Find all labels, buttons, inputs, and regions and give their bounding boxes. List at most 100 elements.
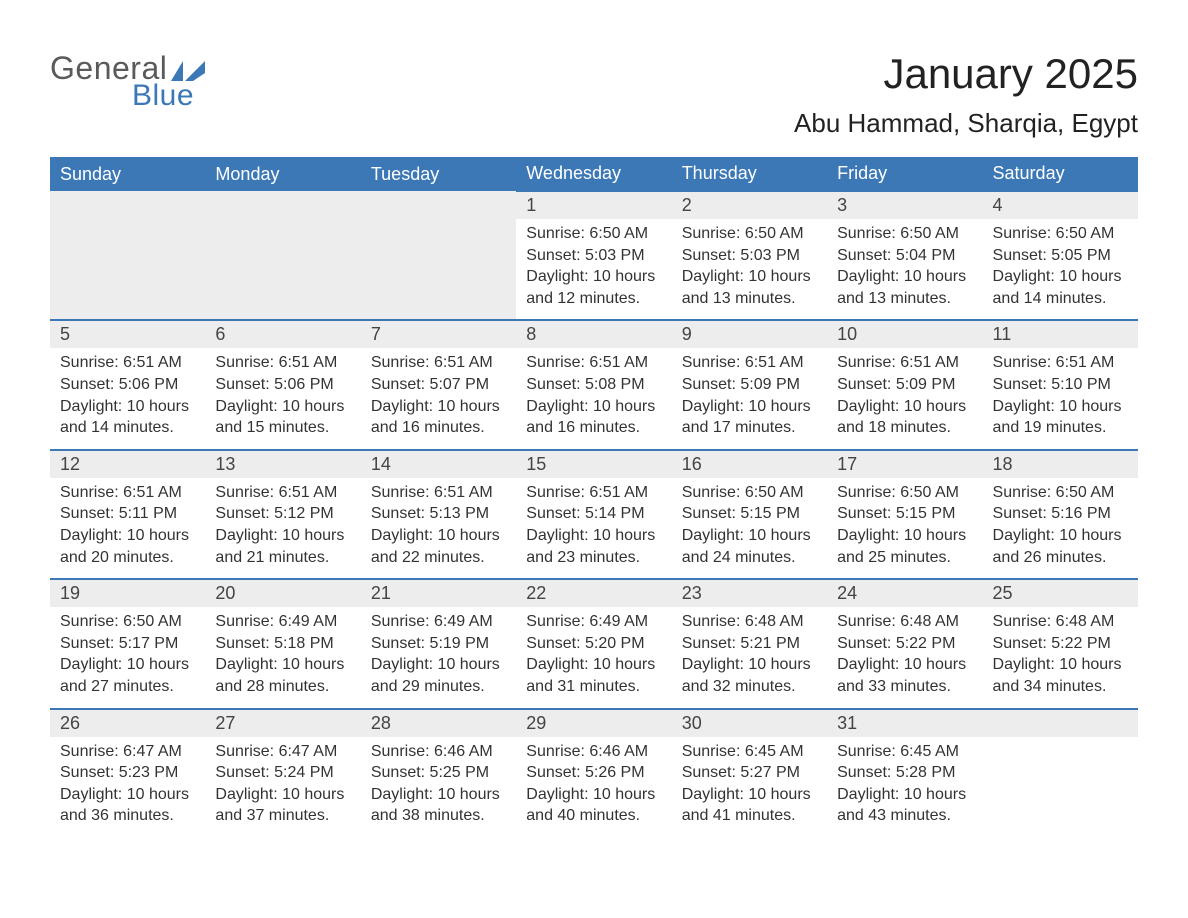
day-content: Sunrise: 6:50 AMSunset: 5:15 PMDaylight:… (827, 478, 982, 578)
calendar-day-cell (50, 191, 205, 320)
calendar-day-cell: 28Sunrise: 6:46 AMSunset: 5:25 PMDayligh… (361, 709, 516, 837)
daylight-line: Daylight: 10 hours and 13 minutes. (837, 266, 972, 309)
sunset-line: Sunset: 5:26 PM (526, 762, 661, 784)
sunset-line: Sunset: 5:15 PM (837, 503, 972, 525)
daylight-line: Daylight: 10 hours and 36 minutes. (60, 784, 195, 827)
location: Abu Hammad, Sharqia, Egypt (794, 108, 1138, 139)
daylight-line: Daylight: 10 hours and 14 minutes. (993, 266, 1128, 309)
day-content: Sunrise: 6:47 AMSunset: 5:24 PMDaylight:… (205, 737, 360, 837)
days-of-week-row: SundayMondayTuesdayWednesdayThursdayFrid… (50, 157, 1138, 191)
day-number: 20 (205, 580, 360, 607)
calendar-day-cell: 16Sunrise: 6:50 AMSunset: 5:15 PMDayligh… (672, 450, 827, 579)
day-content: Sunrise: 6:45 AMSunset: 5:28 PMDaylight:… (827, 737, 982, 837)
day-number: 7 (361, 321, 516, 348)
day-content: Sunrise: 6:49 AMSunset: 5:19 PMDaylight:… (361, 607, 516, 707)
sunrise-line: Sunrise: 6:51 AM (371, 352, 506, 374)
day-content: Sunrise: 6:47 AMSunset: 5:23 PMDaylight:… (50, 737, 205, 837)
sunset-line: Sunset: 5:22 PM (837, 633, 972, 655)
day-number: 29 (516, 710, 671, 737)
title-block: January 2025 Abu Hammad, Sharqia, Egypt (794, 50, 1138, 139)
day-number: 23 (672, 580, 827, 607)
daylight-line: Daylight: 10 hours and 21 minutes. (215, 525, 350, 568)
daylight-line: Daylight: 10 hours and 28 minutes. (215, 654, 350, 697)
day-of-week-header: Sunday (50, 157, 205, 191)
sunrise-line: Sunrise: 6:46 AM (371, 741, 506, 763)
sunrise-line: Sunrise: 6:51 AM (215, 482, 350, 504)
sunset-line: Sunset: 5:18 PM (215, 633, 350, 655)
day-number: 15 (516, 451, 671, 478)
day-number: 1 (516, 192, 671, 219)
sunset-line: Sunset: 5:28 PM (837, 762, 972, 784)
calendar-body: 1Sunrise: 6:50 AMSunset: 5:03 PMDaylight… (50, 191, 1138, 837)
calendar-day-cell: 27Sunrise: 6:47 AMSunset: 5:24 PMDayligh… (205, 709, 360, 837)
day-number: 6 (205, 321, 360, 348)
daylight-line: Daylight: 10 hours and 38 minutes. (371, 784, 506, 827)
day-number: 17 (827, 451, 982, 478)
day-number: 26 (50, 710, 205, 737)
calendar-day-cell (361, 191, 516, 320)
day-number (983, 710, 1138, 737)
sunrise-line: Sunrise: 6:50 AM (526, 223, 661, 245)
day-content: Sunrise: 6:51 AMSunset: 5:09 PMDaylight:… (827, 348, 982, 448)
daylight-line: Daylight: 10 hours and 40 minutes. (526, 784, 661, 827)
sunrise-line: Sunrise: 6:51 AM (837, 352, 972, 374)
sunrise-line: Sunrise: 6:45 AM (682, 741, 817, 763)
day-of-week-header: Saturday (983, 157, 1138, 191)
calendar-day-cell: 22Sunrise: 6:49 AMSunset: 5:20 PMDayligh… (516, 579, 671, 708)
calendar-day-cell: 11Sunrise: 6:51 AMSunset: 5:10 PMDayligh… (983, 320, 1138, 449)
calendar-day-cell: 26Sunrise: 6:47 AMSunset: 5:23 PMDayligh… (50, 709, 205, 837)
sunset-line: Sunset: 5:24 PM (215, 762, 350, 784)
day-number: 2 (672, 192, 827, 219)
daylight-line: Daylight: 10 hours and 25 minutes. (837, 525, 972, 568)
sunrise-line: Sunrise: 6:47 AM (215, 741, 350, 763)
day-number: 16 (672, 451, 827, 478)
day-content: Sunrise: 6:50 AMSunset: 5:15 PMDaylight:… (672, 478, 827, 578)
calendar-day-cell: 9Sunrise: 6:51 AMSunset: 5:09 PMDaylight… (672, 320, 827, 449)
daylight-line: Daylight: 10 hours and 15 minutes. (215, 396, 350, 439)
sunset-line: Sunset: 5:08 PM (526, 374, 661, 396)
calendar-day-cell: 10Sunrise: 6:51 AMSunset: 5:09 PMDayligh… (827, 320, 982, 449)
daylight-line: Daylight: 10 hours and 13 minutes. (682, 266, 817, 309)
day-of-week-header: Friday (827, 157, 982, 191)
calendar-table: SundayMondayTuesdayWednesdayThursdayFrid… (50, 157, 1138, 837)
sunrise-line: Sunrise: 6:51 AM (526, 352, 661, 374)
daylight-line: Daylight: 10 hours and 24 minutes. (682, 525, 817, 568)
daylight-line: Daylight: 10 hours and 16 minutes. (371, 396, 506, 439)
day-content: Sunrise: 6:46 AMSunset: 5:25 PMDaylight:… (361, 737, 516, 837)
sunset-line: Sunset: 5:09 PM (682, 374, 817, 396)
calendar-week-row: 19Sunrise: 6:50 AMSunset: 5:17 PMDayligh… (50, 579, 1138, 708)
calendar-day-cell: 4Sunrise: 6:50 AMSunset: 5:05 PMDaylight… (983, 191, 1138, 320)
calendar-day-cell: 31Sunrise: 6:45 AMSunset: 5:28 PMDayligh… (827, 709, 982, 837)
calendar-day-cell: 8Sunrise: 6:51 AMSunset: 5:08 PMDaylight… (516, 320, 671, 449)
daylight-line: Daylight: 10 hours and 34 minutes. (993, 654, 1128, 697)
daylight-line: Daylight: 10 hours and 29 minutes. (371, 654, 506, 697)
calendar-day-cell: 5Sunrise: 6:51 AMSunset: 5:06 PMDaylight… (50, 320, 205, 449)
sunrise-line: Sunrise: 6:51 AM (60, 482, 195, 504)
day-number: 9 (672, 321, 827, 348)
day-number: 11 (983, 321, 1138, 348)
sunset-line: Sunset: 5:04 PM (837, 245, 972, 267)
day-of-week-header: Monday (205, 157, 360, 191)
sunset-line: Sunset: 5:25 PM (371, 762, 506, 784)
sunset-line: Sunset: 5:10 PM (993, 374, 1128, 396)
sunset-line: Sunset: 5:17 PM (60, 633, 195, 655)
daylight-line: Daylight: 10 hours and 43 minutes. (837, 784, 972, 827)
sunrise-line: Sunrise: 6:49 AM (215, 611, 350, 633)
day-number: 22 (516, 580, 671, 607)
header-row: General Blue January 2025 Abu Hammad, Sh… (50, 50, 1138, 139)
calendar-day-cell: 6Sunrise: 6:51 AMSunset: 5:06 PMDaylight… (205, 320, 360, 449)
day-number: 27 (205, 710, 360, 737)
sunrise-line: Sunrise: 6:47 AM (60, 741, 195, 763)
daylight-line: Daylight: 10 hours and 26 minutes. (993, 525, 1128, 568)
day-number: 5 (50, 321, 205, 348)
sunset-line: Sunset: 5:27 PM (682, 762, 817, 784)
logo-word-blue: Blue (132, 79, 194, 113)
day-number: 31 (827, 710, 982, 737)
sunset-line: Sunset: 5:22 PM (993, 633, 1128, 655)
sunrise-line: Sunrise: 6:46 AM (526, 741, 661, 763)
day-number: 28 (361, 710, 516, 737)
calendar-day-cell: 18Sunrise: 6:50 AMSunset: 5:16 PMDayligh… (983, 450, 1138, 579)
day-content: Sunrise: 6:51 AMSunset: 5:13 PMDaylight:… (361, 478, 516, 578)
day-content: Sunrise: 6:51 AMSunset: 5:10 PMDaylight:… (983, 348, 1138, 448)
daylight-line: Daylight: 10 hours and 33 minutes. (837, 654, 972, 697)
